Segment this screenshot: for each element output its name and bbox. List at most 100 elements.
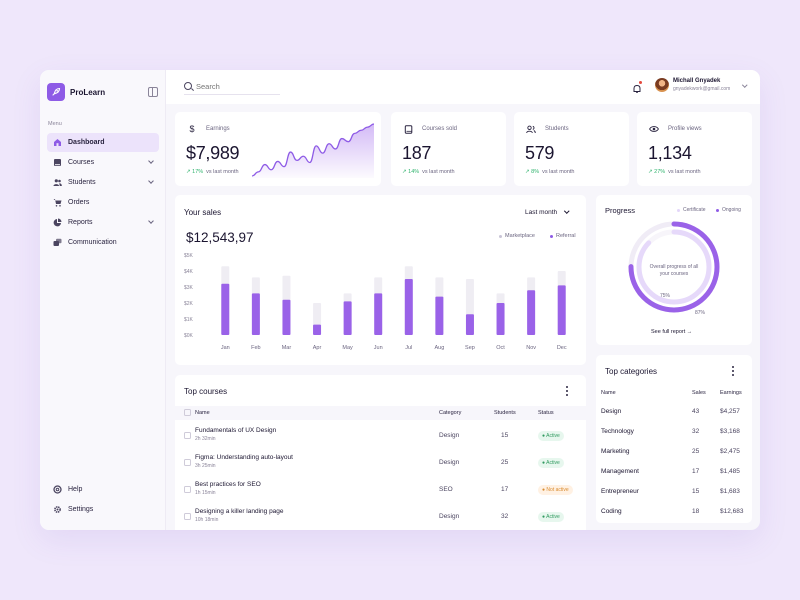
stat-card-profile-views: Profile views 1,134 ↗ 27% vs last month bbox=[637, 112, 752, 186]
legend-ongoing: Ongoing bbox=[716, 207, 741, 213]
sidebar-item-reports[interactable]: Reports bbox=[47, 213, 159, 232]
stat-change: 17% bbox=[192, 169, 204, 175]
row-checkbox[interactable] bbox=[184, 513, 191, 520]
status-text: Active bbox=[546, 514, 560, 520]
logo[interactable]: ProLearn bbox=[47, 83, 105, 101]
search-box[interactable] bbox=[184, 78, 280, 95]
legend-certificate: Certificate bbox=[677, 207, 706, 213]
avatar[interactable] bbox=[655, 78, 669, 92]
table-row[interactable]: Figma: Understanding auto-layout 3h 25mi… bbox=[175, 448, 586, 475]
categories-title: Top categories bbox=[605, 367, 658, 376]
x-tick-label: May bbox=[342, 345, 353, 351]
trend-up-icon: ↗ bbox=[525, 169, 532, 175]
stat-value: $7,989 bbox=[186, 143, 240, 163]
sidebar-item-communication[interactable]: Communication bbox=[47, 233, 159, 252]
table-row[interactable]: Management 17 $1,485 bbox=[596, 463, 752, 483]
category-earnings: $1,683 bbox=[720, 488, 740, 495]
chevron-down-icon bbox=[564, 208, 570, 214]
notification-dot bbox=[639, 81, 642, 84]
bar-referral[interactable] bbox=[343, 301, 352, 335]
x-tick-label: Oct bbox=[496, 345, 505, 351]
chevron-down-icon bbox=[148, 178, 154, 184]
x-tick-label: Apr bbox=[313, 345, 322, 351]
y-tick-label: $4K bbox=[184, 269, 194, 275]
notification-bell-icon[interactable] bbox=[632, 81, 642, 93]
category-name: Design bbox=[601, 408, 622, 415]
table-row[interactable]: Marketing 25 $2,475 bbox=[596, 443, 752, 463]
table-row[interactable]: Designing a killer landing page 10h 18mi… bbox=[175, 502, 586, 529]
table-row[interactable]: Fundamentals of UX Design 2h 32min Desig… bbox=[175, 421, 586, 448]
bar-referral[interactable] bbox=[251, 293, 260, 335]
category-sales: 17 bbox=[692, 468, 700, 475]
category-earnings: $1,485 bbox=[720, 468, 740, 475]
course-name: Designing a killer landing page bbox=[195, 508, 284, 515]
more-options-icon[interactable] bbox=[731, 366, 735, 376]
period-dropdown[interactable]: Last month bbox=[525, 208, 570, 216]
sidebar-item-dashboard[interactable]: Dashboard bbox=[47, 133, 159, 152]
sidebar-item-orders[interactable]: Orders bbox=[47, 193, 159, 212]
x-tick-label: Jul bbox=[405, 345, 412, 351]
bar-referral[interactable] bbox=[557, 285, 566, 335]
bar-referral[interactable] bbox=[313, 324, 322, 335]
progress-ring-chart bbox=[628, 221, 720, 313]
search-input[interactable] bbox=[196, 81, 276, 91]
chevron-down-icon[interactable] bbox=[742, 82, 748, 88]
category-earnings: $4,257 bbox=[720, 408, 740, 415]
row-checkbox[interactable] bbox=[184, 432, 191, 439]
table-row[interactable]: Best practices for SEO 1h 15min SEO 17 ●… bbox=[175, 475, 586, 502]
course-name: Fundamentals of UX Design bbox=[195, 427, 277, 434]
course-students: 15 bbox=[501, 432, 509, 439]
table-row[interactable]: Technology 32 $3,168 bbox=[596, 423, 752, 443]
course-name: Best practices for SEO bbox=[195, 481, 261, 488]
sidebar-item-settings[interactable]: Settings bbox=[47, 500, 159, 519]
course-duration: 1h 15min bbox=[195, 490, 216, 496]
sidebar-item-courses[interactable]: Courses bbox=[47, 153, 159, 172]
sidebar-item-label: Orders bbox=[68, 199, 90, 206]
top-bar: Michall Gnyadek gnyadekwork@gmail.com bbox=[166, 70, 760, 104]
row-checkbox[interactable] bbox=[184, 486, 191, 493]
bar-referral[interactable] bbox=[282, 299, 291, 335]
pie-icon bbox=[53, 218, 62, 227]
more-options-icon[interactable] bbox=[565, 386, 569, 396]
status-text: Active bbox=[546, 460, 560, 466]
sidebar-item-label: Reports bbox=[68, 219, 93, 226]
stat-card-earnings: $ Earnings $7,989 ↗ 17% vs last month bbox=[175, 112, 381, 186]
status-badge: ● Not active bbox=[538, 485, 573, 495]
see-full-report-link[interactable]: See full report → bbox=[651, 329, 692, 335]
table-row[interactable]: Design 43 $4,257 bbox=[596, 403, 752, 423]
sidebar-item-label: Settings bbox=[68, 506, 94, 513]
sidebar-item-help[interactable]: Help bbox=[47, 480, 159, 499]
bottom-nav: Help Settings bbox=[47, 480, 159, 520]
bar-referral[interactable] bbox=[404, 279, 413, 335]
stat-suffix: vs last month bbox=[542, 169, 575, 175]
legend-label: Ongoing bbox=[722, 207, 741, 213]
bar-referral[interactable] bbox=[527, 290, 536, 335]
select-all-checkbox[interactable] bbox=[184, 409, 191, 416]
earnings-sparkline bbox=[251, 123, 375, 178]
y-tick-label: $3K bbox=[184, 285, 194, 291]
sidebar-item-students[interactable]: Students bbox=[47, 173, 159, 192]
bar-referral[interactable] bbox=[221, 283, 230, 335]
course-students: 17 bbox=[501, 486, 509, 493]
bar-referral[interactable] bbox=[374, 293, 383, 335]
bar-referral[interactable] bbox=[465, 314, 474, 335]
bar-referral[interactable] bbox=[496, 303, 505, 335]
table-row[interactable]: Coding 18 $12,683 bbox=[596, 503, 752, 523]
course-duration: 10h 18min bbox=[195, 517, 219, 523]
bar-referral[interactable] bbox=[435, 296, 444, 335]
period-label: Last month bbox=[525, 209, 558, 216]
stat-value: 1,134 bbox=[648, 143, 692, 163]
table-row[interactable]: Entrepreneur 15 $1,683 bbox=[596, 483, 752, 503]
cart-icon bbox=[53, 198, 62, 207]
col-name: Name bbox=[601, 390, 616, 396]
x-tick-label: Nov bbox=[526, 345, 536, 351]
top-categories-card: Top categories Name Sales Earnings Desig… bbox=[596, 355, 752, 523]
course-category: Design bbox=[439, 513, 460, 520]
progress-card: Progress Certificate Ongoing Overall pro… bbox=[596, 195, 752, 345]
chat-icon bbox=[53, 238, 62, 247]
row-checkbox[interactable] bbox=[184, 459, 191, 466]
sidebar-toggle-icon[interactable] bbox=[148, 87, 158, 97]
category-earnings: $12,683 bbox=[720, 508, 744, 515]
y-tick-label: $2K bbox=[184, 301, 194, 307]
course-category: Design bbox=[439, 459, 460, 466]
